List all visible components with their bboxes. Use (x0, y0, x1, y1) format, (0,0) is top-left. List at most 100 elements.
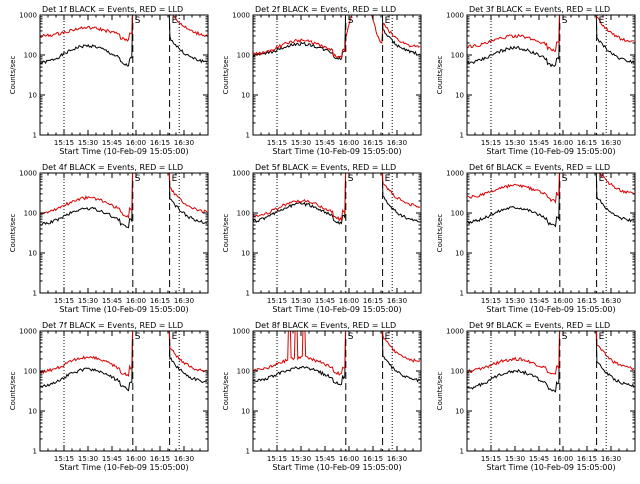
y-tick-label: 1 (460, 448, 464, 456)
y-tick-label: 100 (451, 52, 464, 60)
x-tick-label: 15:15 (267, 139, 287, 147)
x-tick-label: 15:45 (529, 297, 549, 305)
x-tick-label: 16:00 (126, 139, 146, 147)
x-tick-label: 15:45 (315, 455, 335, 463)
y-tick-label: 1 (460, 132, 464, 140)
x-tick-label: 16:30 (174, 139, 194, 147)
x-tick-label: 16:00 (339, 139, 359, 147)
y-tick-label: 1 (460, 290, 464, 298)
x-tick-label: 16:15 (363, 455, 383, 463)
x-tick-label: 16:30 (174, 455, 194, 463)
series-events (253, 331, 421, 386)
marker-symbol: S (348, 16, 354, 26)
y-axis-label: Counts/sec (436, 372, 444, 411)
x-axis-label: Start Time (10-Feb-09 15:05:00) (486, 305, 615, 314)
panel-title: Det 2f BLACK = Events, RED = LLD (255, 5, 396, 14)
panel-1: Det 1f BLACK = Events, RED = LLD S E 1 10 100… (9, 5, 209, 156)
y-axis-label: Counts/sec (9, 56, 17, 95)
x-tick-label: 16:00 (553, 455, 573, 463)
x-tick-label: 16:15 (577, 139, 597, 147)
x-tick-label: 16:15 (577, 297, 597, 305)
x-axis-label: Start Time (10-Feb-09 15:05:00) (59, 147, 188, 156)
x-tick-label: 16:15 (150, 297, 170, 305)
x-tick-label: 15:15 (481, 297, 501, 305)
x-tick-label: 15:45 (102, 455, 122, 463)
marker-symbol: E (599, 174, 605, 184)
series-events (467, 173, 635, 228)
x-tick-label: 15:45 (529, 455, 549, 463)
x-axis-label: Start Time (10-Feb-09 15:05:00) (486, 463, 615, 472)
y-tick-label: 10 (28, 408, 37, 416)
series-events (253, 173, 421, 225)
series-lld (40, 15, 208, 42)
panel-title: Det 8f BLACK = Events, RED = LLD (255, 321, 396, 330)
x-tick-label: 15:15 (54, 139, 74, 147)
panel-7: Det 7f BLACK = Events, RED = LLD S E 1 10 100… (9, 321, 209, 472)
y-tick-label: 10 (241, 250, 250, 258)
x-tick-label: 15:30 (78, 455, 98, 463)
x-tick-label: 16:30 (387, 139, 407, 147)
x-tick-label: 15:30 (291, 455, 311, 463)
y-tick-label: 100 (451, 368, 464, 376)
y-axis-label: Counts/sec (222, 56, 230, 95)
y-tick-label: 1000 (232, 328, 250, 336)
y-axis-label: Counts/sec (9, 372, 17, 411)
x-tick-label: 15:45 (102, 297, 122, 305)
marker-symbol: E (599, 16, 605, 26)
marker-symbol: S (562, 332, 568, 342)
x-axis-label: Start Time (10-Feb-09 15:05:00) (272, 147, 401, 156)
series-lld (253, 173, 421, 222)
series-events (467, 331, 635, 393)
panel-title: Det 1f BLACK = Events, RED = LLD (42, 5, 183, 14)
panel-6: Det 6f BLACK = Events, RED = LLD S E 1 10 100… (436, 163, 636, 314)
panel-8: Det 8f BLACK = Events, RED = LLD S E 1 10 100… (222, 321, 422, 472)
y-tick-label: 1000 (446, 328, 464, 336)
x-tick-label: 15:45 (102, 139, 122, 147)
marker-symbol: S (348, 174, 354, 184)
y-tick-label: 10 (28, 92, 37, 100)
y-tick-label: 10 (241, 92, 250, 100)
x-tick-label: 16:15 (363, 139, 383, 147)
series-events (40, 331, 208, 392)
y-tick-label: 1 (246, 132, 250, 140)
panel-2: Det 2f BLACK = Events, RED = LLD S E 1 10 100… (222, 5, 422, 156)
y-tick-label: 100 (237, 210, 250, 218)
panel-9: Det 9f BLACK = Events, RED = LLD S E 1 10 100… (436, 321, 636, 472)
series-lld (40, 331, 207, 377)
x-tick-label: 16:30 (387, 455, 407, 463)
x-tick-label: 16:15 (150, 455, 170, 463)
panel-title: Det 3f BLACK = Events, RED = LLD (469, 5, 610, 14)
x-tick-label: 16:00 (126, 455, 146, 463)
y-tick-label: 100 (451, 210, 464, 218)
x-tick-label: 15:15 (54, 297, 74, 305)
x-tick-label: 16:00 (339, 455, 359, 463)
marker-symbol: E (385, 174, 391, 184)
y-tick-label: 1000 (19, 170, 37, 178)
marker-symbol: E (172, 16, 178, 26)
panel-title: Det 5f BLACK = Events, RED = LLD (255, 163, 396, 172)
x-tick-label: 16:15 (363, 297, 383, 305)
x-tick-label: 15:30 (78, 297, 98, 305)
x-tick-label: 16:00 (553, 297, 573, 305)
x-tick-label: 15:30 (505, 297, 525, 305)
y-tick-label: 1000 (19, 328, 37, 336)
y-tick-label: 100 (237, 368, 250, 376)
y-tick-label: 1000 (232, 170, 250, 178)
x-tick-label: 16:00 (553, 139, 573, 147)
y-tick-label: 100 (24, 368, 37, 376)
x-tick-label: 16:15 (577, 455, 597, 463)
x-tick-label: 15:30 (78, 139, 98, 147)
x-tick-label: 16:00 (126, 297, 146, 305)
x-tick-label: 15:30 (291, 139, 311, 147)
x-axis-label: Start Time (10-Feb-09 15:05:00) (59, 305, 188, 314)
y-tick-label: 1 (33, 290, 37, 298)
panel-title: Det 9f BLACK = Events, RED = LLD (469, 321, 610, 330)
x-tick-label: 16:30 (174, 297, 194, 305)
marker-symbol: S (135, 16, 141, 26)
panel-5: Det 5f BLACK = Events, RED = LLD S E 1 10 100… (222, 163, 422, 314)
x-tick-label: 16:30 (601, 455, 621, 463)
plot-frame (252, 172, 422, 294)
x-tick-label: 16:30 (387, 297, 407, 305)
x-axis-label: Start Time (10-Feb-09 15:05:00) (486, 147, 615, 156)
